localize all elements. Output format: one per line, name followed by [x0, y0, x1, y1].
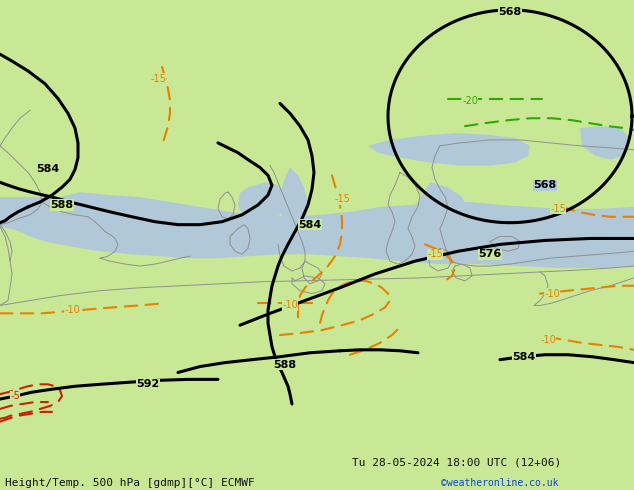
Text: 584: 584 — [36, 165, 60, 174]
Polygon shape — [368, 133, 530, 166]
Text: -10: -10 — [544, 289, 560, 298]
Text: 584: 584 — [299, 220, 321, 230]
Text: -5: -5 — [10, 391, 20, 401]
Text: 568: 568 — [533, 180, 557, 190]
Text: 592: 592 — [136, 379, 160, 389]
Text: 588: 588 — [273, 360, 297, 369]
Polygon shape — [412, 182, 470, 248]
Text: 576: 576 — [479, 249, 501, 259]
Polygon shape — [280, 168, 308, 225]
Polygon shape — [0, 192, 634, 268]
Text: -10: -10 — [282, 300, 298, 311]
Text: 588: 588 — [51, 200, 74, 210]
Text: -10: -10 — [540, 335, 556, 345]
Text: -15: -15 — [150, 74, 166, 84]
Text: 568: 568 — [498, 7, 522, 17]
Text: -15: -15 — [427, 249, 443, 259]
Text: -15: -15 — [334, 194, 350, 204]
Text: ©weatheronline.co.uk: ©weatheronline.co.uk — [441, 478, 558, 488]
Text: -20: -20 — [462, 96, 478, 105]
Text: -10: -10 — [64, 305, 80, 316]
Text: Tu 28-05-2024 18:00 UTC (12+06): Tu 28-05-2024 18:00 UTC (12+06) — [352, 458, 561, 468]
Polygon shape — [580, 126, 630, 160]
Text: Height/Temp. 500 hPa [gdmp][°C] ECMWF: Height/Temp. 500 hPa [gdmp][°C] ECMWF — [5, 478, 255, 488]
Text: 584: 584 — [512, 352, 536, 362]
Text: -15: -15 — [550, 204, 566, 214]
Polygon shape — [238, 182, 285, 227]
